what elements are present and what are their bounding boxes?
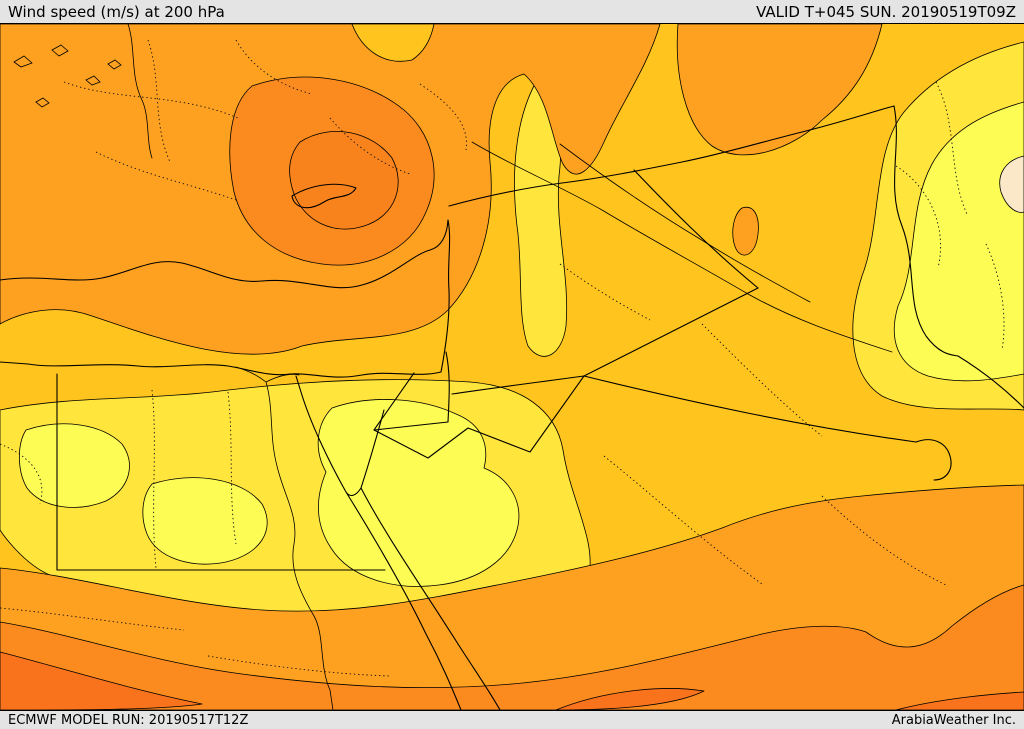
contour-bright-yellow-south <box>142 477 268 565</box>
israel-jordan-border <box>373 351 450 431</box>
contour-bright-yellow-sinai <box>317 399 520 587</box>
tigris-river <box>559 143 811 303</box>
contour-orange-northeast <box>676 24 883 156</box>
map-title: Wind speed (m/s) at 200 hPa <box>8 2 225 21</box>
jordan-saudi-border <box>373 375 585 459</box>
contour-pale-spot-east <box>999 155 1024 213</box>
egypt-israel-border <box>373 372 415 431</box>
syria-jordan-border <box>451 375 585 395</box>
nile-river <box>235 366 334 710</box>
contour-deep-orange-south-band <box>0 584 1024 710</box>
admin-boundaries-sudan <box>0 607 391 677</box>
map-canvas <box>0 24 1024 710</box>
saudi-iraq-border <box>583 375 917 443</box>
contour-bright-yellow-west <box>18 423 130 508</box>
contour-gold-notch-top <box>351 24 435 62</box>
turkey-syria-border <box>448 105 895 207</box>
admin-boundaries-saudi <box>603 323 949 587</box>
contour-red-orange-south-center <box>555 688 705 710</box>
credit-label: ArabiaWeather Inc. <box>891 712 1016 728</box>
cyprus-coastline <box>291 183 357 209</box>
footer-bar: ECMWF MODEL RUN: 20190517T12Z ArabiaWeat… <box>0 710 1024 729</box>
valid-time-label: VALID T+045 SUN. 20190519T09Z <box>756 2 1016 21</box>
contour-orange-spot-center <box>732 206 759 256</box>
euphrates-river <box>471 141 893 353</box>
mediterranean-coastline <box>0 219 451 378</box>
contour-bright-yellow-east <box>893 101 1024 382</box>
iran-iraq-border <box>893 105 959 357</box>
admin-boundaries-libya <box>0 443 43 505</box>
iraq-jordan-border <box>583 287 759 377</box>
aegean-islands <box>13 24 153 159</box>
wind-speed-contour-map <box>0 24 1024 710</box>
contour-red-orange-southwest <box>0 651 203 710</box>
contour-deepest-orange-cyprus <box>289 131 399 230</box>
persian-gulf-coastline <box>957 355 1024 409</box>
admin-boundaries-iran <box>895 81 1005 351</box>
syria-iraq-border <box>633 169 759 289</box>
red-sea-coastline <box>295 375 501 710</box>
admin-boundaries-egypt <box>151 389 237 569</box>
contour-yellow-tongue-center <box>514 81 568 357</box>
kuwait-border <box>915 439 952 481</box>
header-bar: Wind speed (m/s) at 200 hPa VALID T+045 … <box>0 0 1024 24</box>
admin-boundaries-turkey <box>63 39 467 201</box>
model-run-label: ECMWF MODEL RUN: 20190517T12Z <box>8 712 249 728</box>
